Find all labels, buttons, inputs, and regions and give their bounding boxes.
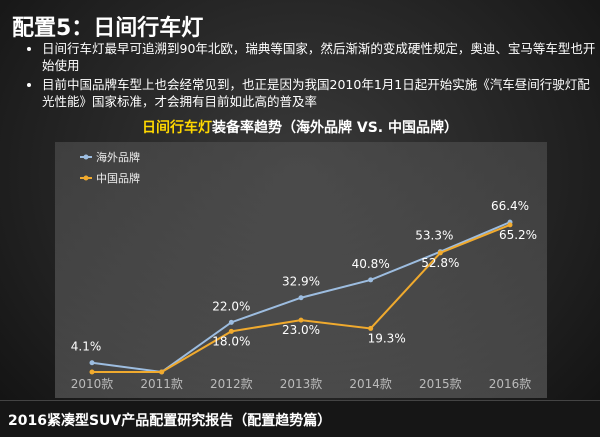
point-marker [368, 277, 374, 283]
data-label: 40.8% [352, 257, 390, 271]
chart-title: 日间行车灯装备率趋势（海外品牌 VS. 中国品牌） [142, 119, 458, 136]
data-label: 52.8% [421, 256, 459, 270]
data-label: 22.0% [212, 299, 250, 313]
data-label: 65.2% [499, 228, 537, 242]
legend-marker [83, 154, 89, 160]
data-label: 53.3% [415, 229, 453, 243]
plot-background [55, 142, 547, 398]
point-marker [159, 369, 165, 375]
x-tick-label: 2013款 [280, 377, 323, 391]
x-tick-label: 2012款 [210, 377, 253, 391]
point-marker [228, 328, 234, 334]
slide-title: 配置5：日间行车灯 [12, 16, 204, 41]
bullet: 目前中国品牌车型上也会经常见到，也正是因为我国2010年1月1日起开始实施《汽车… [42, 76, 597, 110]
legend-label: 海外品牌 [96, 150, 140, 164]
point-marker [437, 250, 443, 256]
point-marker [507, 222, 513, 228]
x-tick-label: 2010款 [71, 377, 114, 391]
x-tick-label: 2011款 [140, 377, 183, 391]
legend-marker [83, 175, 89, 181]
bullet-list: 日间行车灯最早可追溯到90年北欧，瑞典等国家，然后渐渐的变成硬性规定，奥迪、宝马… [28, 40, 597, 112]
point-marker [368, 325, 374, 331]
point-marker [298, 295, 304, 301]
x-tick-label: 2015款 [419, 377, 462, 391]
chart: 日间行车灯装备率趋势（海外品牌 VS. 中国品牌） 2010款 2011款 2012… [55, 119, 547, 398]
x-tick-label: 2016款 [489, 377, 532, 391]
data-label: 23.0% [282, 323, 320, 337]
legend-label: 中国品牌 [96, 171, 140, 185]
footer-bar: 2016紧凑型SUV产品配置研究报告（配置趋势篇） [0, 400, 600, 437]
x-tick-label: 2014款 [349, 377, 392, 391]
data-label: 18.0% [212, 334, 250, 348]
point-marker [298, 317, 304, 323]
data-label: 66.4% [491, 199, 529, 213]
point-marker [228, 319, 234, 325]
footer-text: 2016紧凑型SUV产品配置研究报告（配置趋势篇） [8, 413, 332, 429]
bullet: 日间行车灯最早可追溯到90年北欧，瑞典等国家，然后渐渐的变成硬性规定，奥迪、宝马… [42, 40, 597, 74]
data-label: 32.9% [282, 275, 320, 289]
point-marker [89, 360, 95, 366]
data-label: 4.1% [71, 340, 102, 354]
data-label: 19.3% [368, 331, 406, 345]
point-marker [89, 369, 95, 375]
